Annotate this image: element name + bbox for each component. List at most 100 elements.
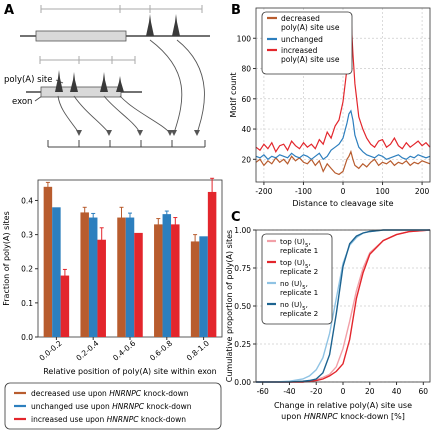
- y-tick-label-a: 0.3: [21, 231, 33, 240]
- bar-a: [80, 212, 89, 337]
- bar-a: [199, 236, 208, 337]
- bar-a: [154, 224, 163, 337]
- lower-gene-peak: [100, 72, 108, 92]
- x-tick-label-c: -20: [310, 387, 322, 396]
- series-line-b: [255, 149, 431, 176]
- legend-label-a: increased use upon HNRNPC knock-down: [31, 415, 186, 424]
- y-axis-label-c: Cumulative proportion of poly(A) sites: [225, 230, 234, 382]
- arrowhead: [194, 130, 200, 136]
- x-tick-label-a: 0.8-1.0: [185, 338, 211, 362]
- legend-box-b: [261, 11, 353, 75]
- bar-a: [88, 217, 98, 337]
- legend-label-b: increased poly(A) site use: [281, 46, 340, 64]
- y-tick-label-b: 100: [237, 34, 252, 43]
- legend-label-c-line2: replicate 2: [280, 267, 318, 276]
- x-tick-label-b: 200: [415, 187, 430, 196]
- arrowhead: [137, 130, 143, 136]
- legend-label-b: unchanged: [281, 35, 323, 44]
- x-tick-label-b: 100: [375, 187, 390, 196]
- x-tick-label-b: 0: [341, 187, 346, 196]
- bar-a: [207, 191, 217, 337]
- arrowheads: [76, 130, 200, 136]
- top-gene-peak: [172, 14, 180, 36]
- bar-a: [52, 207, 61, 337]
- x-tick-label-a: 0.6-0.8: [148, 338, 174, 362]
- y-axis-label-a: Fraction of poly(A) sites: [2, 211, 11, 306]
- bar-a: [60, 275, 70, 337]
- gene-schematic: poly(A) site exon: [4, 5, 210, 148]
- y-axis-label-b: Motif count: [229, 72, 238, 117]
- y-tick-label-b: 20: [241, 155, 251, 164]
- y-tick-label-a: 0.1: [21, 299, 33, 308]
- panel-b-letter: B: [231, 3, 241, 18]
- legend-label-c-line2: replicate 1: [280, 246, 318, 255]
- bar-a: [190, 241, 200, 337]
- y-tick-label-c: 1.00: [234, 226, 251, 235]
- x-axis-label-c-line1: Change in relative poly(A) site use: [274, 401, 412, 410]
- mapping-arrow: [149, 39, 183, 134]
- mapping-arrow: [103, 95, 141, 134]
- lower-gene-peak: [55, 70, 63, 92]
- bar-chart-a: 0.0 0.1 0.2 0.3 0.4 Fraction of poly(A) sites…: [2, 177, 223, 376]
- legend-box-a: [4, 382, 222, 430]
- arrowhead: [76, 130, 82, 136]
- mapping-arrow: [176, 39, 205, 134]
- lower-gene-peak: [70, 72, 78, 92]
- legend-label-b: decreased poly(A) site use: [281, 14, 340, 32]
- mapping-arrow: [57, 95, 80, 134]
- arrowhead: [106, 130, 112, 136]
- x-tick-label-c: 20: [365, 387, 375, 396]
- bar-a: [171, 224, 180, 337]
- legend-label-c: no (U)5,: [280, 300, 308, 312]
- legend-label-c: top (U)5,: [280, 237, 311, 249]
- legend-label-c: no (U)5,: [280, 279, 308, 291]
- bar-a: [125, 217, 135, 337]
- x-tick-label-a: 0.4-0.6: [111, 338, 137, 362]
- line-chart-b: 20 40 60 80 100 -200 -100 0 100 200 Motif count Dis…: [229, 7, 431, 208]
- x-tick-label-b: -200: [255, 187, 272, 196]
- bar-a: [43, 186, 53, 337]
- legend-box-c: [261, 233, 333, 325]
- y-tick-label-c: 0.25: [234, 340, 251, 349]
- y-tick-label-c: 0.75: [234, 264, 251, 273]
- bar-a: [134, 232, 143, 337]
- series-line-b: [255, 109, 431, 161]
- y-tick-label-b: 80: [241, 65, 251, 74]
- legend-label-a: unchanged use upon HNRNPC knock-down: [31, 402, 192, 411]
- lower-gene-peak: [116, 76, 124, 92]
- x-axis-label-a: Relative position of poly(A) site within…: [43, 367, 217, 376]
- y-tick-label-b: 60: [241, 95, 251, 104]
- arrowhead: [167, 130, 173, 136]
- legend-label-c: top (U)5,: [280, 258, 311, 270]
- legend-label-a: decreased use upon HNRNPC knock-down: [31, 389, 189, 398]
- x-tick-label-a: 0.0-0.2: [38, 338, 64, 362]
- arrowhead: [171, 130, 177, 136]
- exon-label: exon: [12, 97, 32, 107]
- top-gene-exon: [35, 30, 127, 42]
- y-tick-label-a: 0.2: [21, 265, 33, 274]
- mapping-arrow: [119, 95, 171, 134]
- mapping-arrow: [73, 95, 110, 134]
- legend-label-c-line2: replicate 1: [280, 288, 318, 297]
- x-tick-label-c: 40: [392, 387, 402, 396]
- x-tick-label-c: -60: [257, 387, 269, 396]
- mapping-arrows: [57, 39, 205, 134]
- legend-a: decreased use upon HNRNPC knock-down unch…: [4, 382, 222, 430]
- x-tick-label-c: 60: [419, 387, 429, 396]
- panel-a-letter: A: [4, 3, 14, 18]
- y-tick-label-b: 40: [241, 125, 251, 134]
- x-tick-label-c: 0: [341, 387, 346, 396]
- panel-c-letter: C: [231, 210, 241, 225]
- y-tick-label-c: 0.00: [234, 378, 251, 387]
- y-tick-label-a: 0.0: [21, 333, 33, 342]
- polya-site-label: poly(A) site: [4, 75, 53, 85]
- x-tick-label-c: -40: [283, 387, 295, 396]
- lower-gene-exon: [40, 86, 122, 98]
- cdf-chart-c: 0.00 0.25 0.50 0.75 1.00 -60 -40 -20 0 20 40 60 Cumu…: [225, 226, 431, 421]
- bar-a: [162, 214, 172, 337]
- bar-a: [117, 217, 126, 337]
- y-tick-label-a: 0.4: [21, 196, 33, 205]
- x-tick-label-b: -100: [295, 187, 312, 196]
